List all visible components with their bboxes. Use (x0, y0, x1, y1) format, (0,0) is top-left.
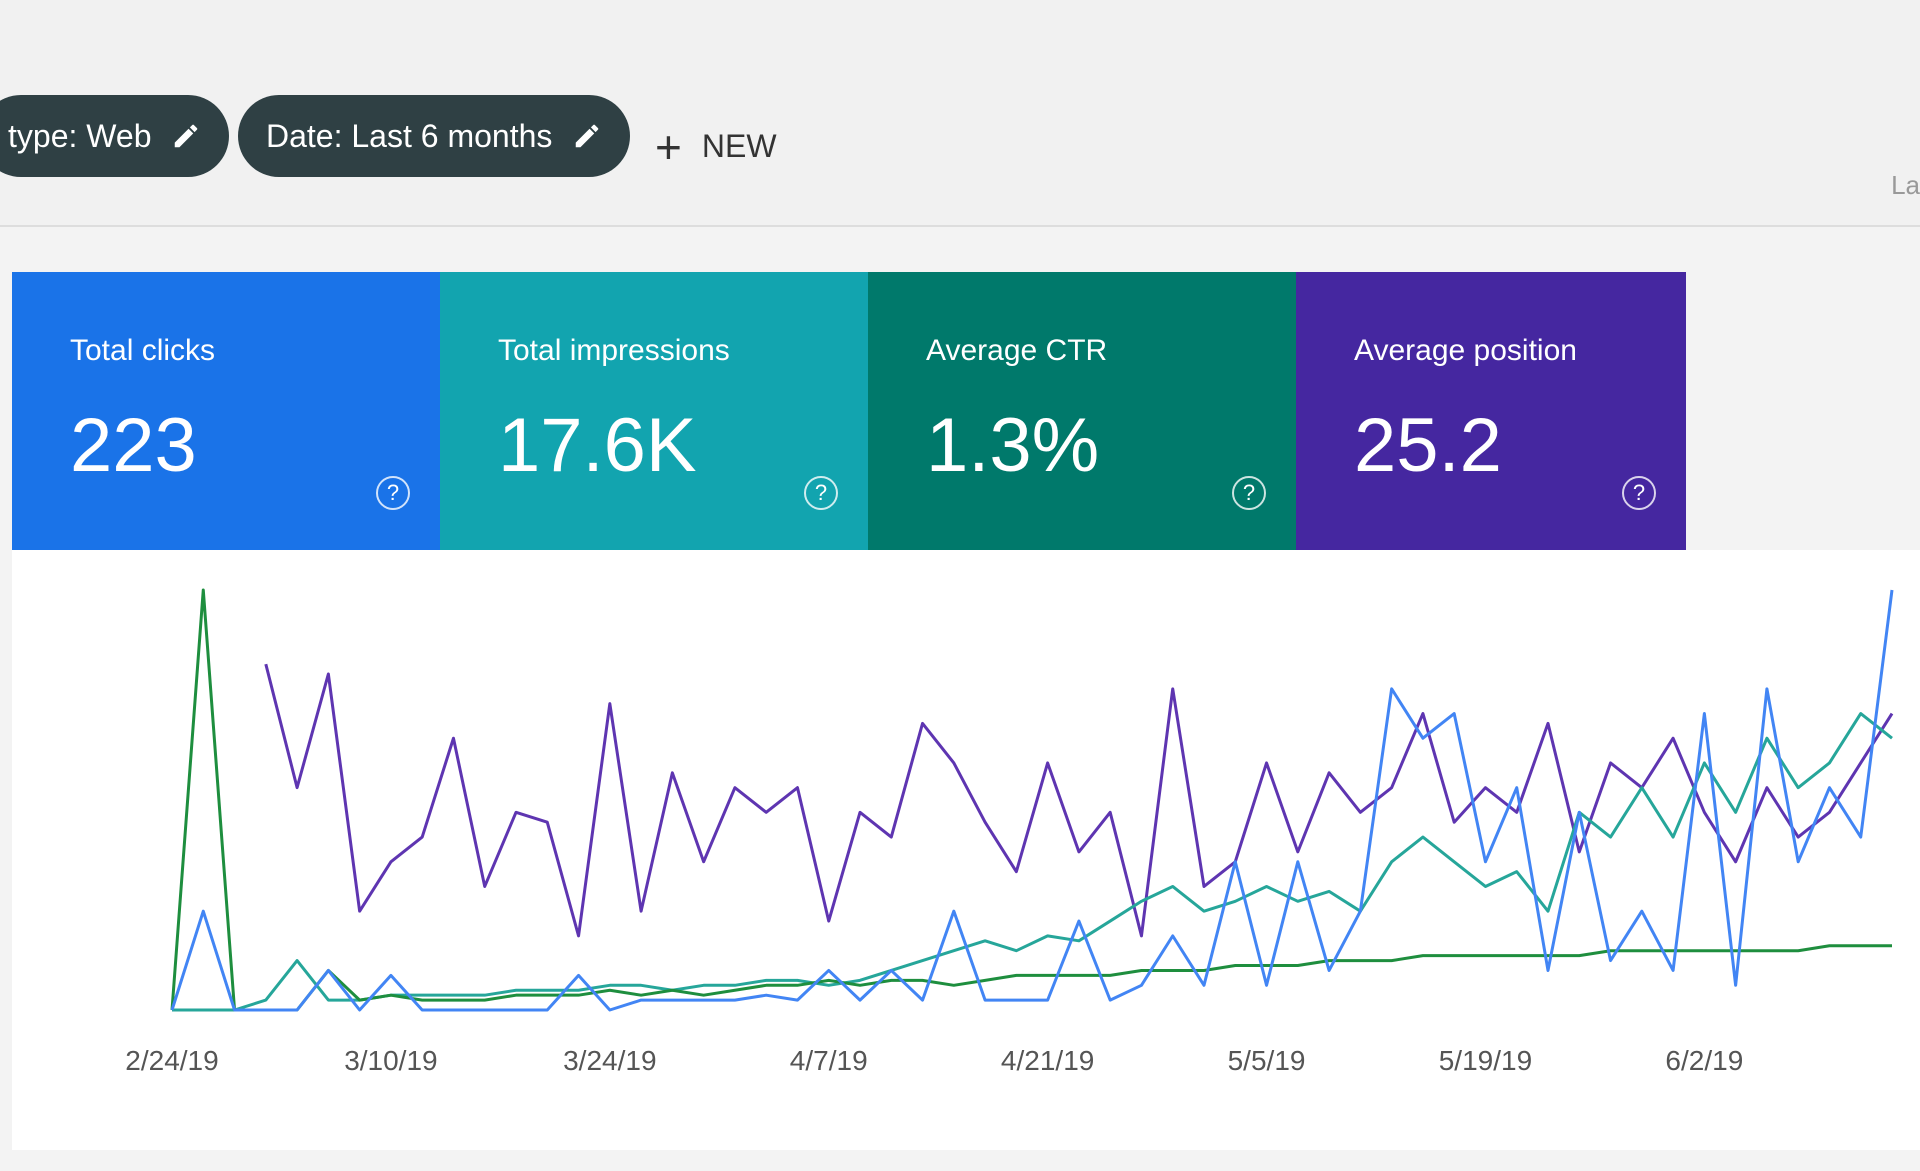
metric-label: Total impressions (498, 334, 730, 367)
metric-card[interactable]: Total clicks 223? (12, 272, 440, 550)
x-tick-label: 4/21/19 (1001, 1045, 1094, 1076)
edit-icon (175, 124, 198, 148)
metric-value: 25.2 (1354, 403, 1502, 488)
metric-card[interactable]: Average CTR 1.3%? (868, 272, 1296, 550)
help-icon[interactable]: ? (1232, 476, 1266, 510)
type-chip[interactable]: type: Web (0, 95, 230, 177)
chart-panel: 2/24/19 3/10/19 3/24/19 4/7/19 4/21/19 5/5/19… (12, 550, 1920, 1150)
metric-value: 17.6K (498, 403, 697, 488)
metric-card[interactable]: Total impressions 17.6K? (440, 272, 868, 550)
cut-text: La (1891, 170, 1920, 200)
metric-value: 1.3% (926, 403, 1100, 488)
x-tick-label: 2/24/19 (125, 1045, 218, 1076)
metric-label: Total clicks (70, 334, 216, 367)
metric-label: Average position (1354, 334, 1577, 367)
series-line (172, 712, 1893, 1012)
metric-label: Average CTR (926, 334, 1108, 367)
series-line (170, 589, 1894, 1012)
edit-icon (576, 124, 599, 148)
help-icon[interactable]: ? (376, 476, 410, 510)
x-tick-label: 6/2/19 (1665, 1045, 1743, 1076)
help-icon[interactable]: ? (1622, 476, 1656, 510)
series-line (264, 663, 1894, 938)
metric-card[interactable]: Average position 25.2? (1296, 272, 1686, 550)
x-tick-label: 5/19/19 (1439, 1045, 1532, 1076)
chart: 2/24/19 3/10/19 3/24/19 4/7/19 4/21/19 5/5/19… (125, 588, 1894, 1076)
series-line (170, 588, 1892, 1012)
new-button-text: NEW (701, 128, 777, 164)
type-chip-text: type: Web (8, 118, 152, 154)
new-button[interactable]: + NEW (655, 120, 777, 174)
plus-icon: + (655, 121, 682, 173)
x-tick-label: 5/5/19 (1228, 1045, 1306, 1076)
x-tick-label: 3/10/19 (344, 1045, 437, 1076)
x-tick-label: 3/24/19 (563, 1045, 656, 1076)
date-chip-text: Date: Last 6 months (266, 118, 553, 154)
metric-value: 223 (70, 403, 197, 488)
date-chip[interactable]: Date: Last 6 months (238, 95, 631, 177)
help-icon[interactable]: ? (804, 476, 838, 510)
x-tick-label: 4/7/19 (790, 1045, 868, 1076)
filter-bar: type: Web Date: Last 6 months + NEW La (0, 0, 1920, 227)
